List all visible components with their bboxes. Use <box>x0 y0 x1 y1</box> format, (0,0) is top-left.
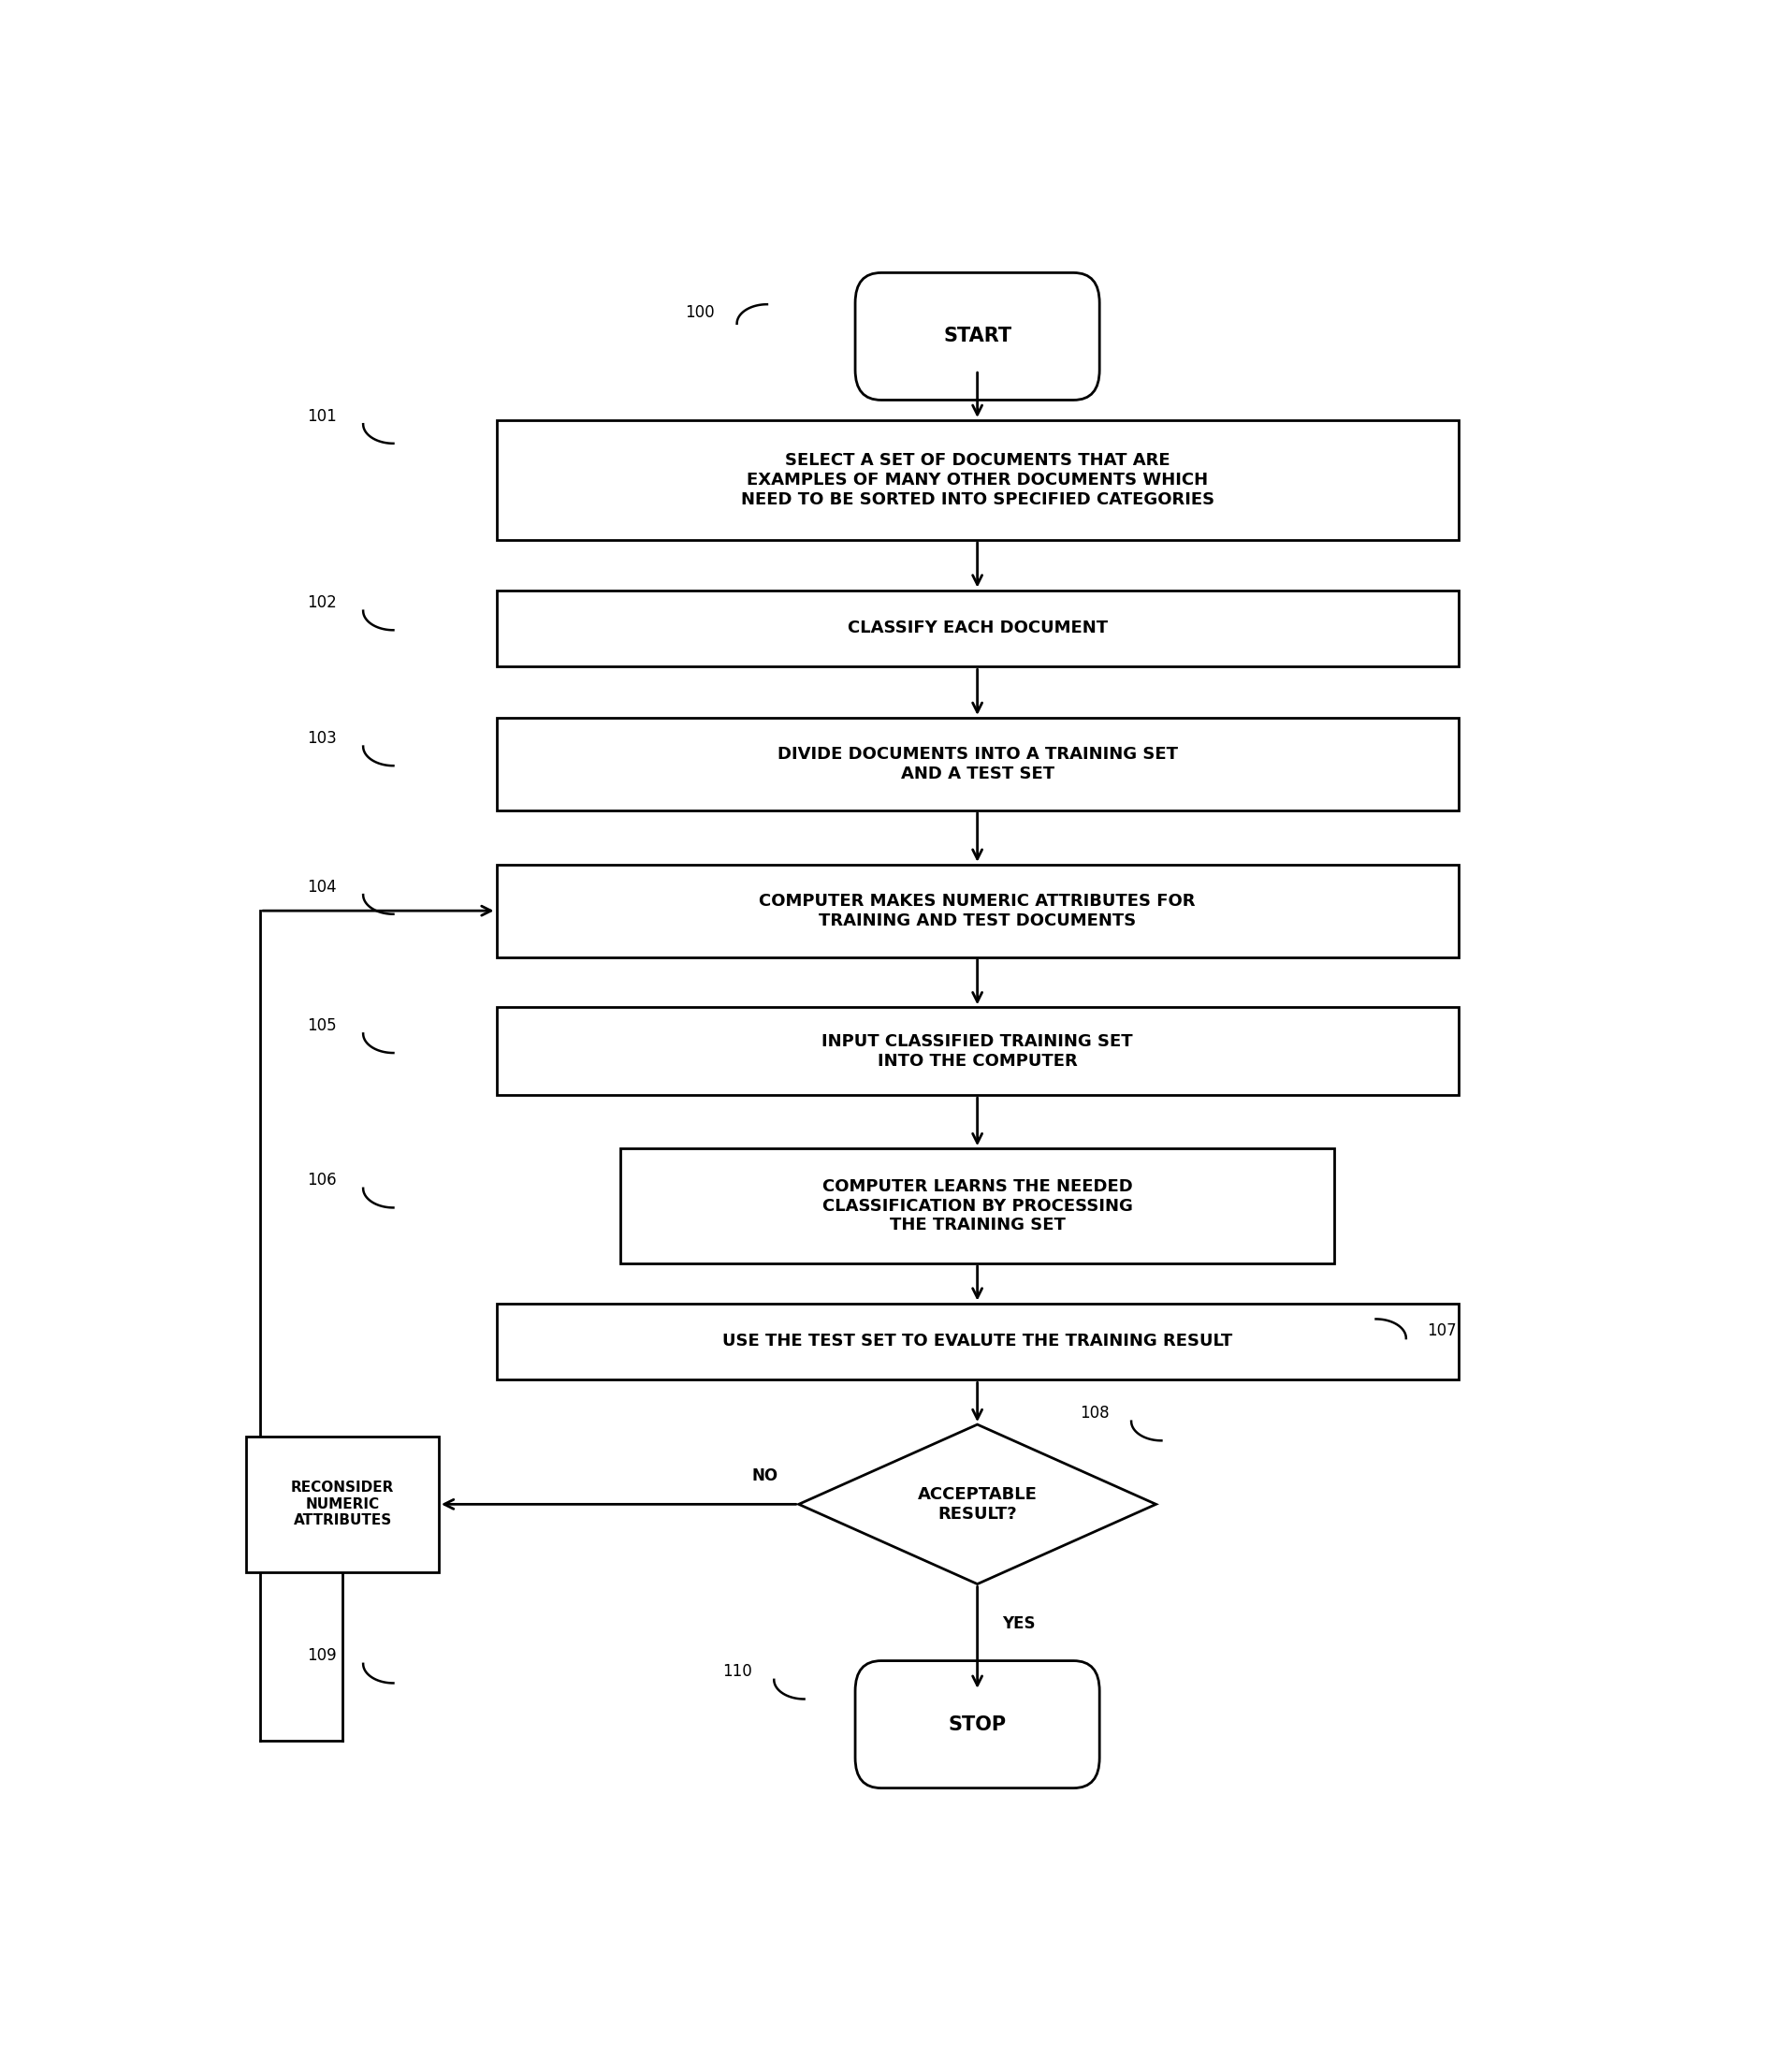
Text: STOP: STOP <box>949 1716 1007 1734</box>
Bar <box>621 1148 1335 1264</box>
Text: COMPUTER LEARNS THE NEEDED
CLASSIFICATION BY PROCESSING
THE TRAINING SET: COMPUTER LEARNS THE NEEDED CLASSIFICATIO… <box>823 1179 1133 1233</box>
FancyBboxPatch shape <box>855 1662 1099 1788</box>
Text: INPUT CLASSIFIED TRAINING SET
INTO THE COMPUTER: INPUT CLASSIFIED TRAINING SET INTO THE C… <box>821 1034 1133 1069</box>
Text: NO: NO <box>752 1467 778 1484</box>
Bar <box>496 717 1457 810</box>
Text: USE THE TEST SET TO EVALUTE THE TRAINING RESULT: USE THE TEST SET TO EVALUTE THE TRAINING… <box>722 1332 1232 1351</box>
Text: COMPUTER MAKES NUMERIC ATTRIBUTES FOR
TRAINING AND TEST DOCUMENTS: COMPUTER MAKES NUMERIC ATTRIBUTES FOR TR… <box>759 893 1195 928</box>
Bar <box>496 591 1457 667</box>
Text: 102: 102 <box>307 595 337 611</box>
Bar <box>246 1436 438 1573</box>
Bar <box>496 1303 1457 1380</box>
Text: 109: 109 <box>307 1647 337 1664</box>
Text: 101: 101 <box>307 408 337 425</box>
Text: 108: 108 <box>1080 1405 1108 1421</box>
Text: RECONSIDER
NUMERIC
ATTRIBUTES: RECONSIDER NUMERIC ATTRIBUTES <box>291 1481 394 1527</box>
Bar <box>496 864 1457 957</box>
Text: 107: 107 <box>1427 1322 1457 1339</box>
Polygon shape <box>798 1423 1156 1583</box>
Text: YES: YES <box>1002 1616 1035 1633</box>
Text: 100: 100 <box>684 305 715 321</box>
Text: ACCEPTABLE
RESULT?: ACCEPTABLE RESULT? <box>918 1486 1037 1523</box>
Text: SELECT A SET OF DOCUMENTS THAT ARE
EXAMPLES OF MANY OTHER DOCUMENTS WHICH
NEED T: SELECT A SET OF DOCUMENTS THAT ARE EXAMP… <box>741 452 1215 508</box>
Text: START: START <box>943 327 1012 346</box>
Bar <box>496 421 1457 541</box>
Text: DIVIDE DOCUMENTS INTO A TRAINING SET
AND A TEST SET: DIVIDE DOCUMENTS INTO A TRAINING SET AND… <box>777 746 1177 781</box>
Text: CLASSIFY EACH DOCUMENT: CLASSIFY EACH DOCUMENT <box>847 620 1108 636</box>
FancyBboxPatch shape <box>855 274 1099 400</box>
Text: 103: 103 <box>307 729 337 746</box>
Text: 104: 104 <box>307 879 337 895</box>
Text: 110: 110 <box>722 1664 752 1680</box>
Text: 106: 106 <box>307 1173 337 1189</box>
Bar <box>496 1007 1457 1094</box>
Text: 105: 105 <box>307 1017 337 1034</box>
